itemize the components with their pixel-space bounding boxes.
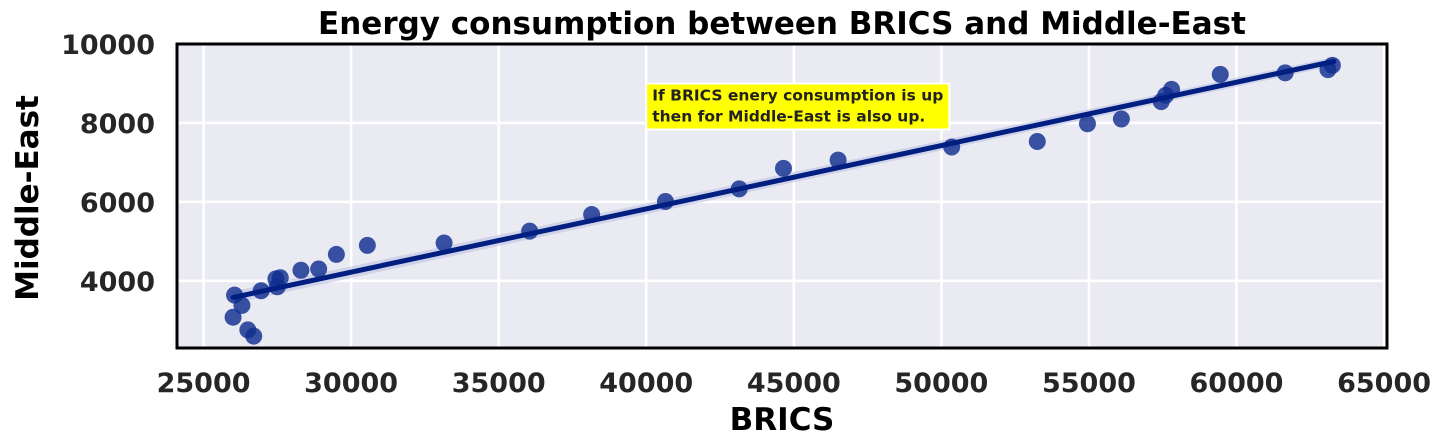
x-tick-label: 35000 — [452, 368, 546, 399]
data-point — [1028, 133, 1046, 151]
y-tick-label: 8000 — [80, 109, 155, 140]
data-point — [292, 261, 310, 279]
data-point — [327, 245, 345, 263]
x-tick-labels: 25000 30000 35000 40000 45000 50000 55000 60000… — [157, 368, 1431, 399]
data-point — [1112, 110, 1130, 128]
x-tick-label: 40000 — [599, 368, 693, 399]
y-axis-label: Middle-East — [10, 95, 46, 301]
data-point — [435, 234, 453, 252]
x-tick-label: 65000 — [1337, 368, 1431, 399]
regression-line — [230, 58, 1337, 300]
annotation-box — [645, 82, 951, 131]
data-point — [774, 159, 792, 177]
y-tick-labels: 4000 6000 8000 10000 — [61, 30, 155, 298]
data-point — [1078, 115, 1096, 133]
x-tick-label: 25000 — [157, 368, 251, 399]
data-point — [358, 236, 376, 254]
annotation: If BRICS enery consumption is up then fo… — [645, 82, 951, 131]
x-tick-label: 55000 — [1042, 368, 1136, 399]
data-point — [233, 296, 251, 314]
data-point — [245, 327, 263, 345]
x-axis-label: BRICS — [730, 402, 835, 438]
data-point — [1211, 65, 1229, 83]
x-tick-label: 60000 — [1190, 368, 1284, 399]
annotation-line-1: If BRICS enery consumption is up — [652, 86, 943, 104]
data-point — [224, 308, 242, 326]
chart-title: Energy consumption between BRICS and Mid… — [318, 6, 1246, 42]
x-tick-label: 50000 — [894, 368, 988, 399]
x-tick-label: 45000 — [747, 368, 841, 399]
x-tick-label: 30000 — [304, 368, 398, 399]
grid-lines — [177, 42, 1387, 348]
plot-frame — [175, 42, 1389, 350]
y-tick-label: 4000 — [80, 267, 155, 298]
annotation-line-2: then for Middle-East is also up. — [652, 107, 925, 125]
y-tick-label: 6000 — [80, 188, 155, 219]
data-point — [310, 260, 328, 278]
y-tick-label: 10000 — [61, 30, 155, 61]
